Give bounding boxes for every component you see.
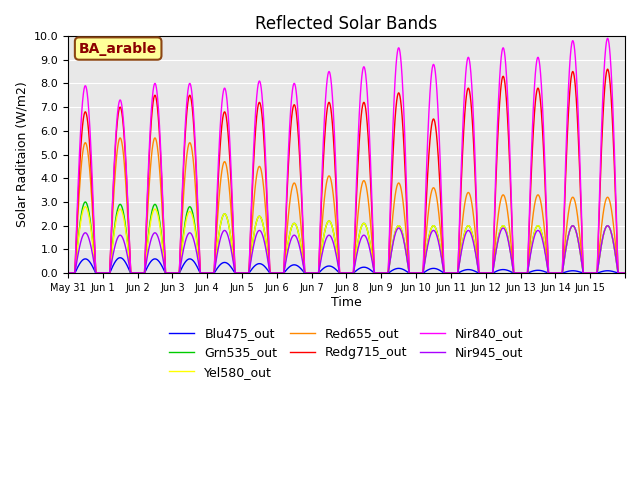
Redg715_out (64, 270, 72, 276)
Nir945_out (536, 229, 544, 235)
Line: Nir840_out: Nir840_out (68, 38, 625, 273)
Line: Nir945_out: Nir945_out (68, 226, 625, 273)
Blu475_out (621, 270, 629, 276)
Red655_out (503, 202, 511, 208)
Yel580_out (536, 225, 544, 231)
Grn535_out (64, 270, 72, 276)
Yel580_out (615, 270, 623, 276)
Red655_out (615, 270, 623, 276)
Redg715_out (467, 99, 475, 105)
Nir840_out (467, 70, 475, 76)
Blu475_out (179, 264, 186, 270)
Y-axis label: Solar Raditaion (W/m2): Solar Raditaion (W/m2) (15, 82, 28, 228)
Grn535_out (467, 227, 475, 232)
Legend: Blu475_out, Grn535_out, Yel580_out, Red655_out, Redg715_out, Nir840_out, Nir945_: Blu475_out, Grn535_out, Yel580_out, Red6… (164, 322, 529, 384)
Red655_out (467, 196, 475, 202)
Grn535_out (621, 270, 629, 276)
Nir840_out (178, 197, 186, 203)
Redg715_out (621, 270, 629, 276)
Nir945_out (615, 270, 623, 276)
Nir945_out (502, 230, 510, 236)
Yel580_out (467, 227, 475, 232)
Yel580_out (64, 270, 72, 276)
Grn535_out (503, 229, 511, 235)
Nir840_out (604, 36, 611, 41)
Red655_out (116, 135, 124, 141)
Line: Grn535_out: Grn535_out (68, 202, 625, 273)
Redg715_out (418, 270, 426, 276)
Redg715_out (502, 96, 510, 102)
Nir840_out (621, 270, 629, 276)
Blu475_out (64, 270, 72, 276)
Nir840_out (615, 270, 623, 276)
Nir945_out (418, 270, 426, 276)
X-axis label: Time: Time (331, 296, 362, 309)
Red655_out (64, 270, 72, 276)
Redg715_out (178, 201, 186, 207)
Yel580_out (179, 245, 186, 251)
Redg715_out (536, 93, 544, 98)
Grn535_out (418, 270, 426, 276)
Red655_out (536, 196, 544, 202)
Red655_out (179, 216, 186, 222)
Line: Blu475_out: Blu475_out (68, 258, 625, 273)
Nir945_out (467, 231, 475, 237)
Grn535_out (615, 270, 623, 276)
Blu475_out (116, 255, 124, 261)
Redg715_out (604, 66, 611, 72)
Redg715_out (615, 270, 623, 276)
Nir945_out (178, 254, 186, 260)
Yel580_out (503, 229, 511, 235)
Blu475_out (615, 270, 623, 276)
Line: Red655_out: Red655_out (68, 138, 625, 273)
Blu475_out (536, 267, 544, 273)
Nir945_out (64, 270, 72, 276)
Nir840_out (418, 270, 426, 276)
Nir945_out (621, 270, 629, 276)
Yel580_out (621, 270, 629, 276)
Blu475_out (467, 267, 475, 273)
Grn535_out (81, 199, 89, 205)
Blu475_out (418, 270, 426, 276)
Red655_out (418, 270, 426, 276)
Blu475_out (503, 267, 511, 273)
Nir840_out (502, 72, 510, 77)
Line: Yel580_out: Yel580_out (68, 207, 625, 273)
Yel580_out (418, 270, 426, 276)
Text: BA_arable: BA_arable (79, 42, 157, 56)
Nir840_out (64, 270, 72, 276)
Line: Redg715_out: Redg715_out (68, 69, 625, 273)
Grn535_out (179, 243, 186, 249)
Red655_out (621, 270, 629, 276)
Yel580_out (81, 204, 89, 210)
Grn535_out (536, 225, 544, 231)
Nir840_out (536, 63, 544, 69)
Nir945_out (604, 223, 611, 228)
Title: Reflected Solar Bands: Reflected Solar Bands (255, 15, 438, 33)
